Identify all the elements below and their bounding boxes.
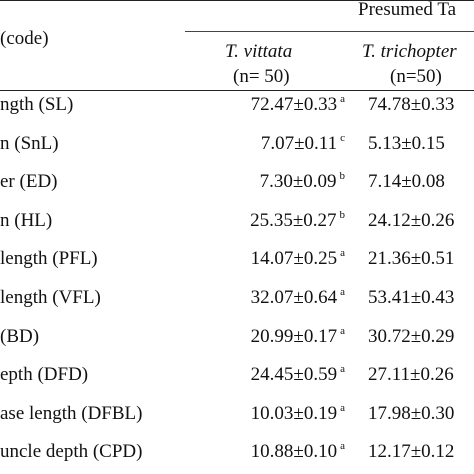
significance-letter: b [339,170,346,182]
value-vittata: 7.30±0.09 b [259,170,346,192]
row-label: (BD) [0,326,40,347]
value-trichopterus: 27.11±0.26 [368,364,454,385]
value-trichopterus: 12.17±0.12 [368,441,455,462]
significance-letter: a [340,325,345,337]
col1-species-name: T. vittata [225,41,293,62]
value-trichopterus: 17.98±0.30 [368,403,455,424]
significance-letter: a [340,363,345,375]
row-label: length (PFL) [0,248,98,269]
value-vittata: 7.07±0.11 c [260,132,345,154]
value-vittata: 32.07±0.64 a [250,286,345,308]
significance-letter: b [339,209,346,221]
significance-letter: a [340,440,345,452]
significance-letter: a [340,402,345,414]
value-trichopterus: 53.41±0.43 [368,287,455,308]
value-vittata: 24.45±0.59 a [250,363,345,385]
row-header-label: (code) [0,28,49,49]
value-trichopterus: 30.72±0.29 [368,326,455,347]
col1-sample-size: (n= 50) [233,66,290,87]
value-vittata: 10.88±0.10 a [250,440,345,462]
row-label: ngth (SL) [0,94,74,115]
significance-letter: c [340,132,345,144]
row-label: epth (DFD) [0,364,89,385]
col2-species-name: T. trichopter [362,41,457,62]
value-trichopterus: 5.13±0.15 [368,133,445,154]
value-trichopterus: 7.14±0.08 [368,171,445,192]
row-label: n (HL) [0,210,53,231]
value-trichopterus: 21.36±0.51 [368,248,455,269]
value-trichopterus: 24.12±0.26 [368,210,455,231]
significance-letter: a [340,93,345,105]
column-group-title: Presumed Ta [358,0,457,20]
value-vittata: 10.03±0.19 a [250,402,345,424]
table-top-rule [0,0,474,1]
header-bottom-rule [0,90,474,91]
group-underline-rule [185,31,474,32]
row-label: length (VFL) [0,287,101,308]
row-label: n (SnL) [0,133,59,154]
significance-letter: a [340,247,345,259]
row-label: uncle depth (CPD) [0,441,143,462]
significance-letter: a [340,286,345,298]
row-label: ase length (DFBL) [0,403,143,424]
value-vittata: 72.47±0.33 a [250,93,345,115]
value-vittata: 14.07±0.25 a [250,247,345,269]
row-label: er (ED) [0,171,58,192]
value-vittata: 20.99±0.17 a [250,325,345,347]
value-vittata: 25.35±0.27 b [250,209,346,231]
value-trichopterus: 74.78±0.33 [368,94,455,115]
col2-sample-size: (n=50) [390,66,442,87]
